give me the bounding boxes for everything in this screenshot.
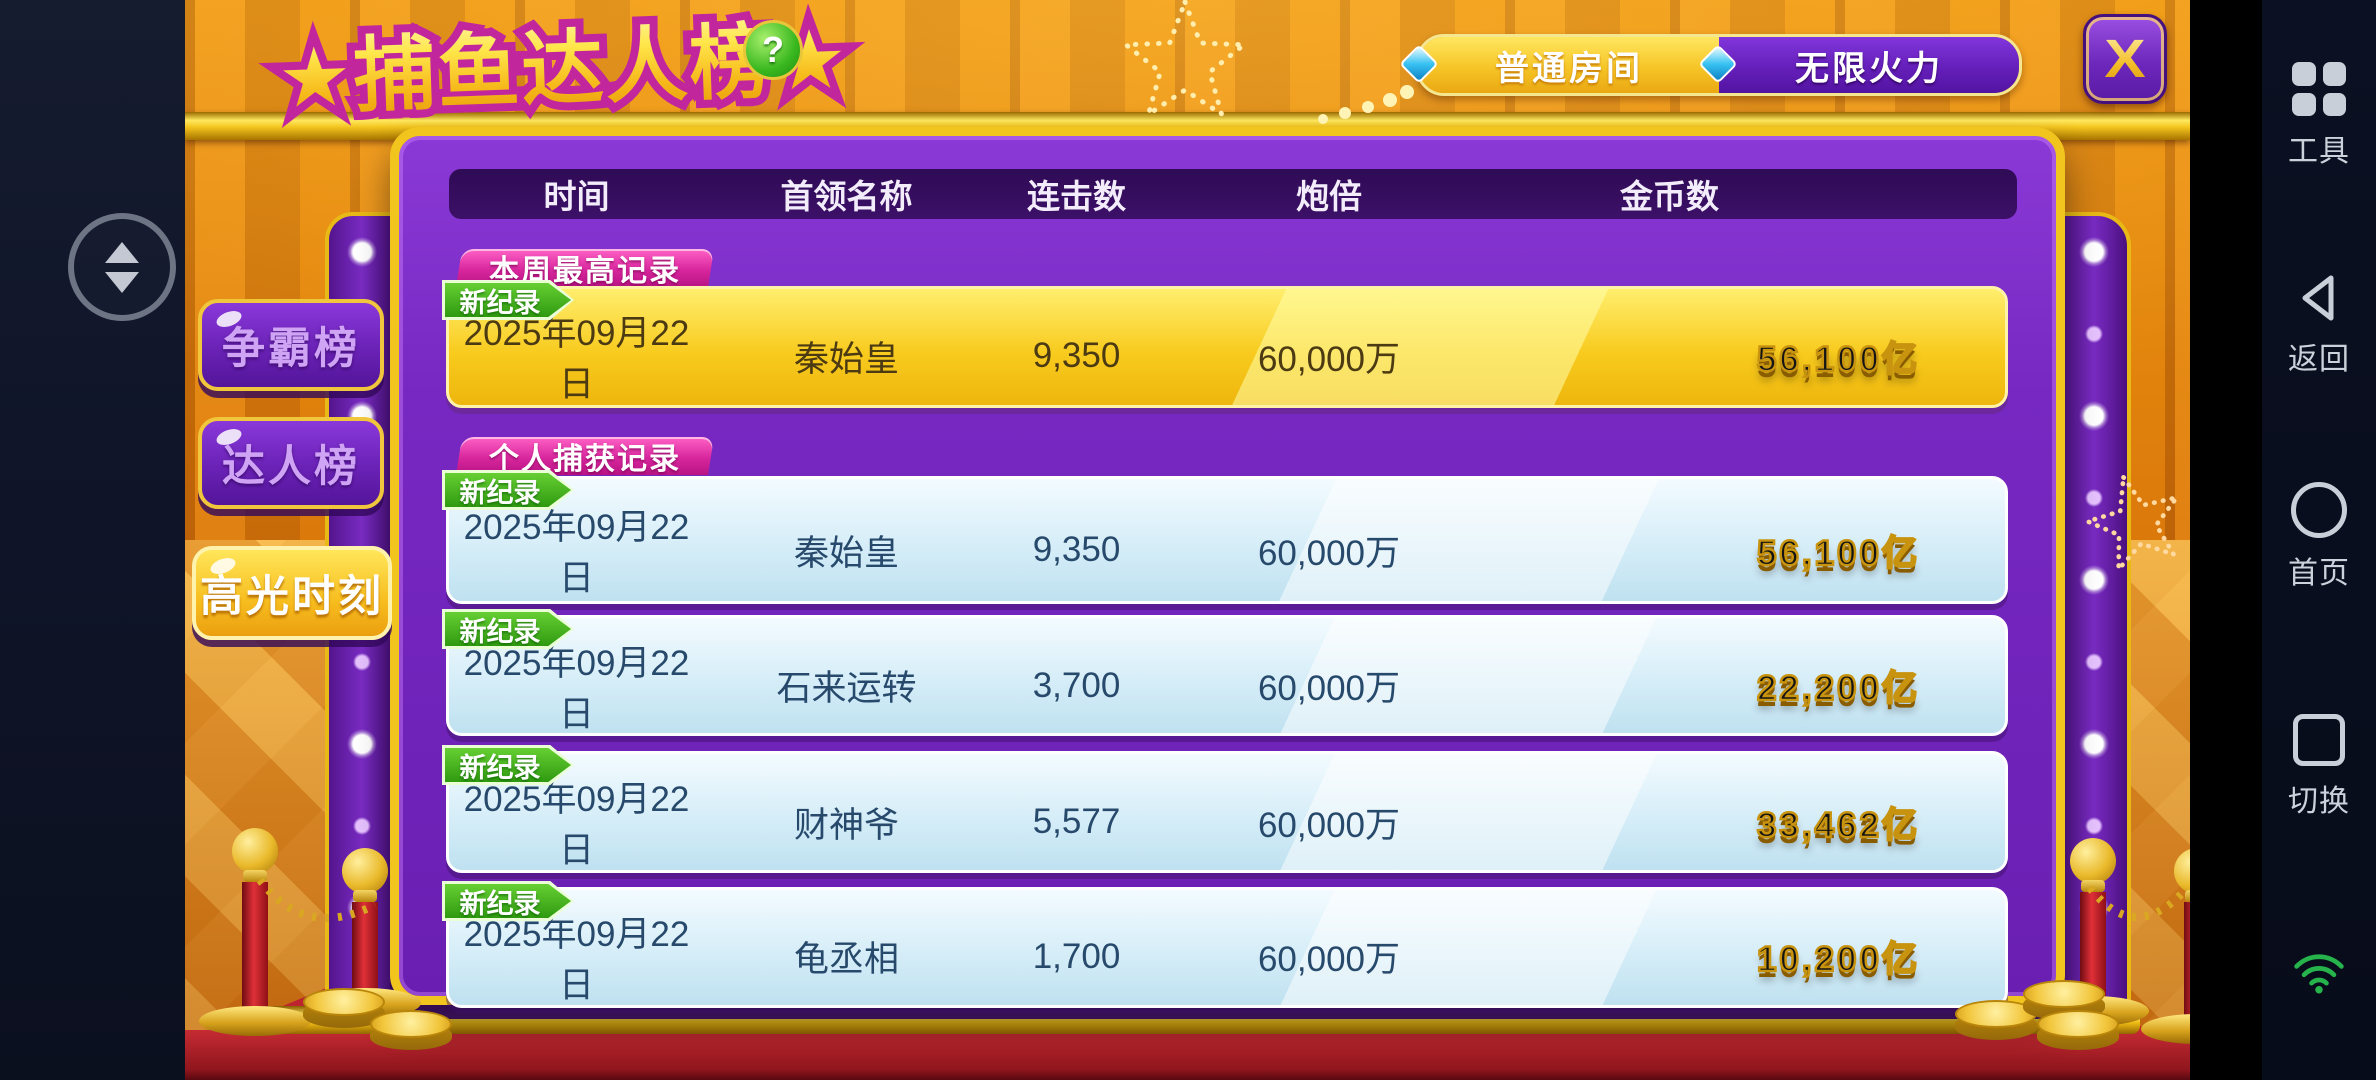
- table-row: 新纪录 2025年09月22日 秦始皇 9,350 60,000万 56,100…: [442, 280, 2008, 408]
- cell-multiplier: 60,000万: [1257, 805, 1401, 845]
- cell-date: 2025年09月22日: [463, 643, 690, 734]
- table-row: 新纪录 2025年09月22日 财神爷 5,577 60,000万 33,462…: [442, 745, 2008, 873]
- left-letterbox: [0, 0, 185, 1080]
- nav-wifi: [2262, 948, 2376, 996]
- tab-zhengba-rank[interactable]: 争霸榜: [198, 299, 384, 391]
- cell-date: 2025年09月22日: [463, 508, 690, 598]
- new-record-badge: 新纪录: [442, 881, 574, 921]
- coin-icon: [1955, 1000, 2037, 1040]
- android-nav-bar: 工具 返回 首页 切换: [2262, 0, 2376, 1080]
- cell-multiplier: 60,000万: [1257, 533, 1401, 573]
- col-combo: 连击数: [1027, 178, 1126, 215]
- right-letterbox: [2190, 0, 2262, 1080]
- carpet-edge: [185, 1030, 2190, 1080]
- coin-icon: [2037, 1010, 2119, 1050]
- back-icon: [2302, 275, 2334, 321]
- table-header: 时间 首领名称 连击数 炮倍 金币数: [449, 169, 2017, 219]
- home-icon: [2291, 482, 2347, 538]
- new-record-badge: 新纪录: [442, 470, 574, 510]
- tab-daren-rank[interactable]: 达人榜: [198, 417, 384, 509]
- cell-multiplier: 60,000万: [1257, 339, 1401, 379]
- stanchion: [2137, 848, 2190, 1044]
- nav-tools[interactable]: 工具: [2262, 62, 2376, 170]
- cell-boss: 石来运转: [776, 669, 917, 708]
- cell-boss: 秦始皇: [793, 339, 899, 379]
- new-record-badge: 新纪录: [442, 609, 574, 649]
- col-coins: 金币数: [1620, 178, 1719, 215]
- gold-beam-bottom: [240, 1006, 2140, 1034]
- arrow-up-icon: [105, 241, 139, 263]
- leaderboard-panel: 时间 首领名称 连击数 炮倍 金币数 本周最高记录 新纪录 2025年09月22…: [390, 127, 2065, 1008]
- cell-coins: 33,462亿: [1756, 804, 1920, 846]
- cell-combo: 9,350: [1032, 336, 1121, 375]
- tab-unlimited-fire[interactable]: 无限火力: [1719, 37, 2019, 93]
- nav-home[interactable]: 首页: [2262, 482, 2376, 592]
- wifi-icon: [2294, 954, 2344, 994]
- col-time: 时间: [543, 178, 610, 215]
- table-row: 新纪录 2025年09月22日 秦始皇 9,350 60,000万 56,100…: [442, 470, 2008, 604]
- nav-back[interactable]: 返回: [2262, 272, 2376, 378]
- cell-boss: 龟丞相: [793, 940, 899, 979]
- col-multiplier: 炮倍: [1296, 178, 1362, 215]
- help-button[interactable]: ?: [743, 20, 803, 80]
- cell-coins: 10,200亿: [1756, 939, 1920, 981]
- tab-normal-room[interactable]: 普通房间: [1419, 37, 1719, 93]
- cell-combo: 1,700: [1032, 936, 1121, 976]
- cell-boss: 秦始皇: [793, 533, 899, 573]
- close-button[interactable]: X: [2083, 14, 2167, 104]
- room-tab-switcher: 普通房间 无限火力: [1416, 34, 2022, 96]
- cell-combo: 5,577: [1032, 802, 1121, 841]
- tab-highlight-moments[interactable]: 高光时刻: [192, 546, 392, 640]
- cell-coins: 22,200亿: [1756, 668, 1920, 710]
- arrow-down-icon: [105, 271, 139, 293]
- cell-date: 2025年09月22日: [463, 780, 690, 870]
- scroll-updown-control[interactable]: [68, 213, 176, 321]
- table-row: 新纪录 2025年09月22日 石来运转 3,700 60,000万 22,20…: [442, 609, 2008, 736]
- cell-multiplier: 60,000万: [1257, 940, 1401, 979]
- coin-icon: [303, 988, 385, 1028]
- cell-coins: 56,100亿: [1756, 338, 1920, 380]
- cell-combo: 9,350: [1032, 530, 1121, 569]
- page-title: ★捕鱼达人榜★ ★捕鱼达人榜★: [211, 0, 914, 133]
- switch-icon: [2293, 714, 2345, 766]
- game-stage: 时间 首领名称 连击数 炮倍 金币数 本周最高记录 新纪录 2025年09月22…: [185, 0, 2190, 1080]
- stanchion: [195, 828, 315, 1036]
- cell-date: 2025年09月22日: [463, 314, 690, 404]
- grid-icon: [2292, 62, 2346, 116]
- col-boss-name: 首领名称: [780, 178, 913, 215]
- new-record-badge: 新纪录: [442, 280, 574, 320]
- cell-coins: 56,100亿: [1756, 532, 1920, 574]
- cell-date: 2025年09月22日: [463, 914, 690, 1005]
- table-row: 新纪录 2025年09月22日 龟丞相 1,700 60,000万 10,200…: [442, 881, 2008, 1008]
- coin-icon: [370, 1010, 452, 1050]
- nav-switch[interactable]: 切换: [2262, 714, 2376, 820]
- new-record-badge: 新纪录: [442, 745, 574, 785]
- section-label-personal: 个人捕获记录: [456, 437, 715, 476]
- cell-multiplier: 60,000万: [1257, 669, 1401, 708]
- cell-combo: 3,700: [1032, 665, 1121, 705]
- cell-boss: 财神爷: [793, 805, 899, 845]
